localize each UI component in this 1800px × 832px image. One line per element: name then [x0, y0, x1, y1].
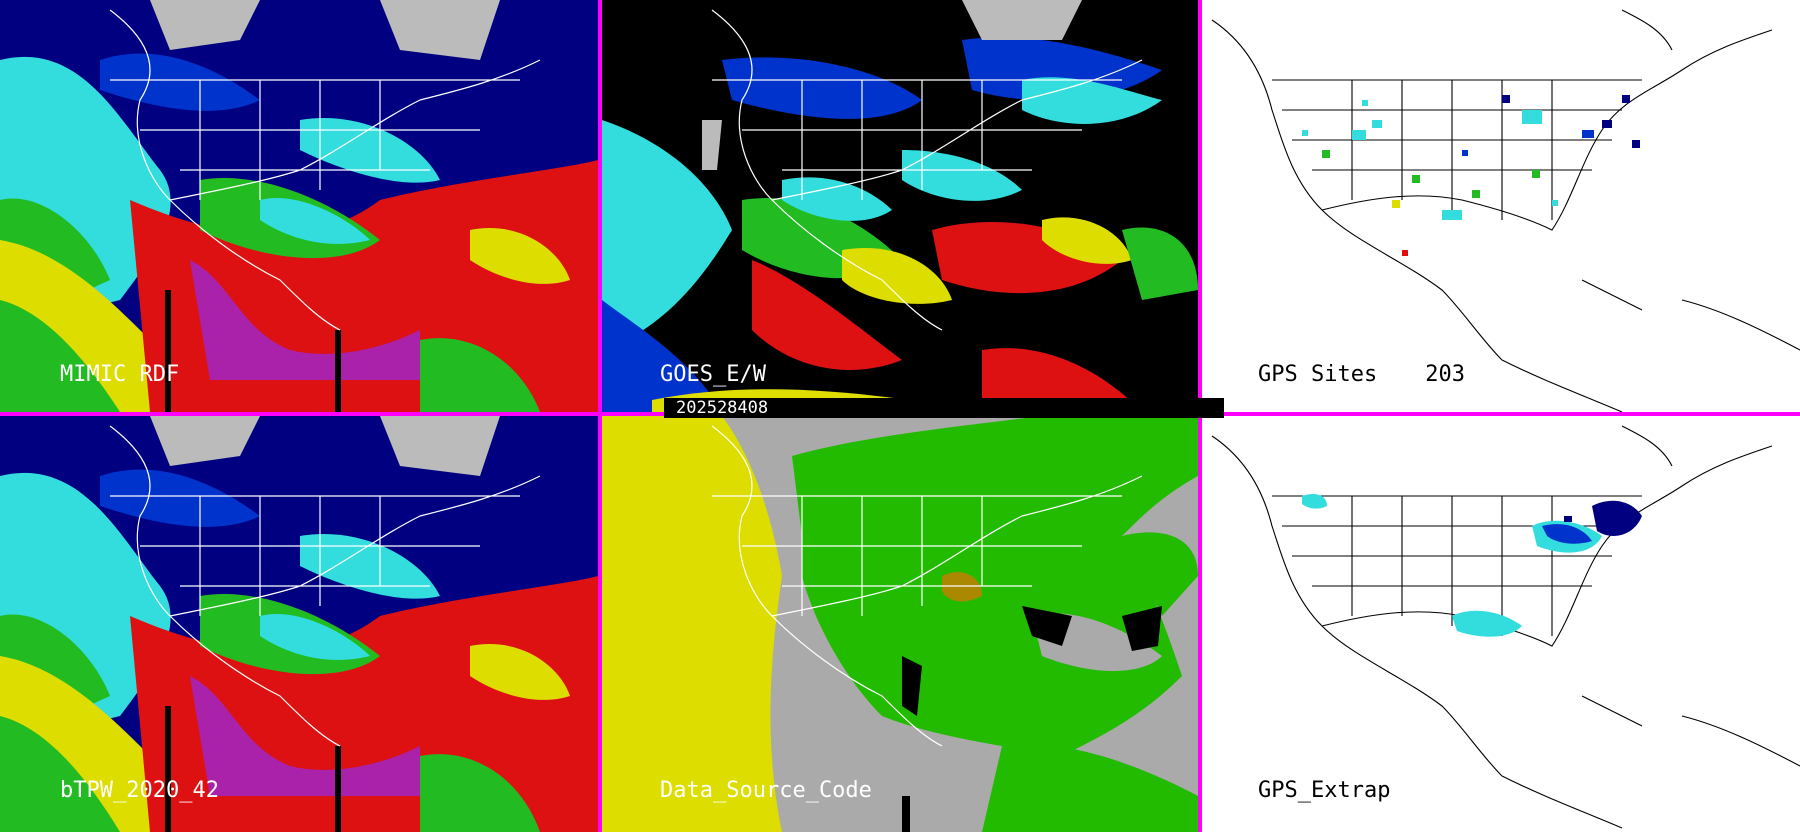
gps-sites-map [1202, 0, 1800, 412]
panel-gps-sites: GPS Sites 203 [1202, 0, 1800, 412]
gps-extrap-map [1202, 416, 1800, 832]
panel-label: GPS_Extrap [1258, 778, 1391, 803]
panel-label: Data_Source_Code [660, 778, 872, 803]
mimic-rdf-map [0, 0, 598, 412]
gps-sites-count: 203 [1425, 362, 1465, 387]
panel-goes-ew: GOES_E/W [602, 0, 1198, 412]
panel-btpw: bTPW_2020_42 [0, 416, 598, 832]
gps-sites-label: GPS Sites 203 [1258, 362, 1465, 387]
goes-ew-map [602, 0, 1198, 412]
panel-label: MIMIC RDF [60, 362, 180, 387]
btpw-map [0, 416, 598, 832]
panel-gps-extrap: GPS_Extrap [1202, 416, 1800, 832]
panel-mimic-rdf: MIMIC RDF [0, 0, 598, 412]
vertical-separator-left [598, 0, 602, 832]
timestamp-label: 202528408 [664, 398, 1224, 418]
panel-label: bTPW_2020_42 [60, 778, 219, 803]
data-source-code-map [602, 416, 1198, 832]
gps-sites-title: GPS Sites [1258, 362, 1378, 387]
panel-label: GOES_E/W [660, 362, 766, 387]
panel-data-source-code: Data_Source_Code [602, 416, 1198, 832]
